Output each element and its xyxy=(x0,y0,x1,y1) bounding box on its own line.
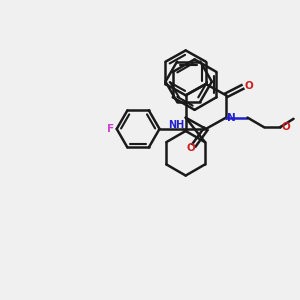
Text: O: O xyxy=(244,80,253,91)
Text: O: O xyxy=(281,122,290,132)
Text: F: F xyxy=(106,124,114,134)
Text: O: O xyxy=(186,143,195,153)
Text: N: N xyxy=(227,112,236,123)
Text: NH: NH xyxy=(168,120,184,130)
